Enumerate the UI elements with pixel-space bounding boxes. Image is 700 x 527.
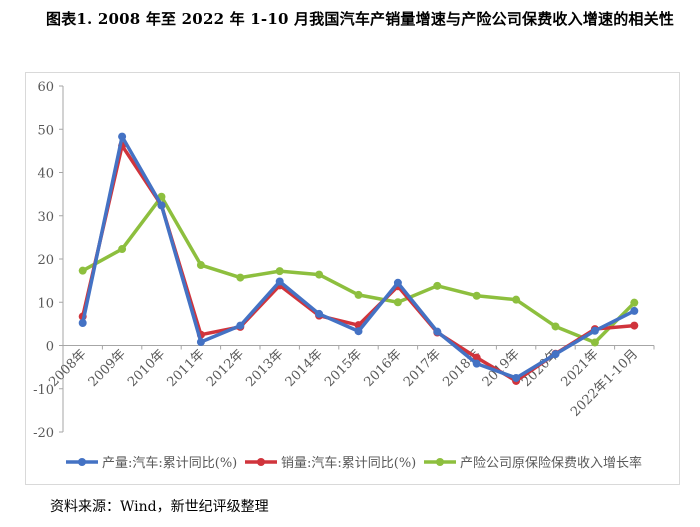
data-point	[433, 327, 442, 336]
data-point	[118, 245, 127, 254]
y-tick-label: 60	[37, 80, 54, 95]
data-point	[512, 295, 521, 304]
y-tick-label: -20	[33, 426, 54, 441]
series-layer	[78, 132, 639, 385]
series-1	[78, 132, 639, 382]
y-axis: -20 -10 0 10 20 30 40 50 60	[33, 80, 64, 441]
legend-swatch-marker	[78, 458, 86, 466]
data-point	[78, 319, 87, 328]
y-tick-label: 20	[37, 253, 54, 268]
legend-swatch-marker	[257, 458, 265, 466]
data-point	[196, 261, 205, 270]
data-point	[590, 326, 599, 335]
source-note: 资料来源：Wind，新世纪评级整理	[50, 499, 269, 515]
data-point	[354, 327, 363, 336]
data-point	[551, 322, 560, 331]
data-point	[590, 338, 599, 347]
x-tick-label: 2015年	[322, 347, 365, 390]
data-point	[236, 321, 245, 330]
data-point	[275, 277, 284, 286]
series-3	[78, 192, 639, 347]
x-tick-label: 2016年	[362, 347, 405, 390]
legend-item-1: 产量:汽车:累计同比(%)	[66, 455, 237, 471]
x-tick-label: 2014年	[283, 347, 326, 390]
x-tick-label: 2013年	[243, 347, 286, 390]
legend: 产量:汽车:累计同比(%) 销量:汽车:累计同比(%) 产险公司原保险保费收入增长率	[66, 455, 642, 471]
data-point	[236, 273, 245, 282]
data-point	[393, 278, 402, 287]
legend-label: 销量:汽车:累计同比(%)	[281, 455, 416, 471]
data-point	[433, 281, 442, 290]
data-point	[472, 291, 481, 300]
data-point	[551, 350, 560, 359]
y-tick-label: 0	[46, 340, 54, 355]
data-point	[315, 270, 324, 279]
chart-frame	[25, 72, 680, 485]
x-tick-label: 2017年	[401, 347, 444, 390]
data-point	[630, 321, 639, 330]
data-point	[393, 298, 402, 307]
legend-label: 产险公司原保险保费收入增长率	[460, 455, 642, 471]
data-point	[78, 266, 87, 275]
y-tick-label: 50	[37, 123, 54, 138]
x-tick-label: 2012年	[204, 347, 247, 390]
data-point	[275, 267, 284, 276]
y-tick-label: 40	[37, 167, 54, 182]
legend-swatch-marker	[436, 458, 444, 466]
x-axis: 2008年2009年2010年2011年2012年2013年2014年2015年…	[46, 345, 655, 420]
legend-item-3: 产险公司原保险保费收入增长率	[424, 455, 642, 471]
x-tick-label: 2009年	[86, 347, 129, 390]
data-point	[472, 353, 481, 362]
y-tick-label: 30	[37, 210, 54, 225]
data-point	[315, 309, 324, 318]
line-chart: -20 -10 0 10 20 30 40 50 60 2008年2009年2010年2011年…	[33, 80, 655, 471]
y-tick-label: -10	[33, 383, 54, 398]
data-point	[472, 359, 481, 368]
figure-title: 图表1. 2008 年至 2022 年 1-10 月我国汽车产销量增速与产险公司…	[46, 10, 675, 28]
legend-item-2: 销量:汽车:累计同比(%)	[245, 455, 416, 471]
x-tick-label: 2011年	[165, 347, 208, 390]
y-tick-label: 10	[37, 296, 54, 311]
data-point	[157, 201, 166, 210]
data-point	[354, 290, 363, 299]
data-point	[512, 373, 521, 382]
data-point	[196, 338, 205, 347]
x-tick-label: 2010年	[125, 347, 168, 390]
series-2	[78, 141, 639, 385]
legend-label: 产量:汽车:累计同比(%)	[102, 455, 237, 471]
series-line	[80, 134, 637, 380]
data-point	[118, 132, 127, 141]
data-point	[630, 306, 639, 315]
data-point	[630, 298, 639, 307]
